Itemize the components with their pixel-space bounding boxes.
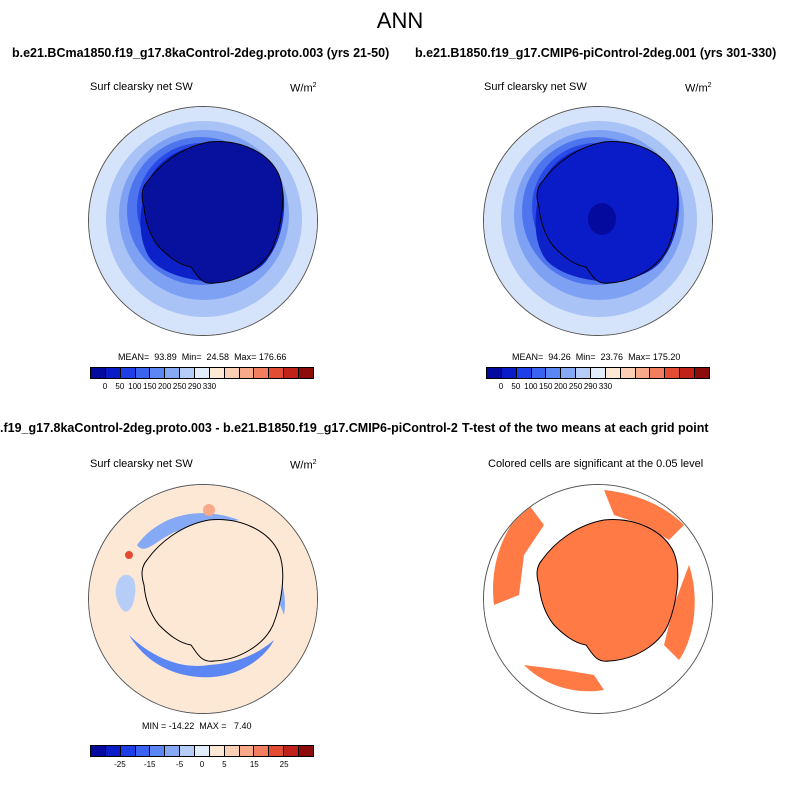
panel2-subtitle: Surf clearsky net SW bbox=[484, 81, 587, 93]
colorbar-tick-label: 200 bbox=[553, 382, 568, 391]
colorbar-cell bbox=[150, 746, 166, 756]
colorbar-tick-label: 0 bbox=[199, 760, 205, 769]
colorbar-cell bbox=[650, 368, 666, 378]
colorbar-cell bbox=[224, 746, 240, 756]
colorbar-cell bbox=[195, 368, 210, 378]
colorbar-cell bbox=[135, 746, 151, 756]
panel1-title: b.e21.BCma1850.f19_g17.8kaControl-2deg.p… bbox=[12, 46, 390, 60]
colorbar-cell bbox=[105, 368, 121, 378]
colorbar-cell bbox=[165, 368, 181, 378]
colorbar-cell bbox=[254, 368, 270, 378]
panel1-units: W/m2 bbox=[290, 82, 317, 95]
colorbar-tick-label: -15 bbox=[143, 760, 156, 769]
panel3-map bbox=[88, 484, 318, 714]
colorbar-tick-label: 50 bbox=[115, 382, 125, 391]
colorbar-cell bbox=[516, 368, 532, 378]
colorbar-tick-label: 150 bbox=[539, 382, 553, 391]
colorbar-tick-label: -5 bbox=[176, 760, 184, 769]
panel2-stats: MEAN= 94.26 Min= 23.76 Max= 175.20 bbox=[512, 352, 681, 362]
colorbar-cell bbox=[254, 746, 270, 756]
colorbar-cell bbox=[695, 368, 709, 378]
colorbar-tick-label: -25 bbox=[114, 760, 126, 769]
colorbar-tick-label: 330 bbox=[598, 382, 613, 391]
colorbar-cell bbox=[576, 368, 592, 378]
colorbar-tick-label: 290 bbox=[187, 382, 202, 391]
colorbar-cell bbox=[284, 368, 300, 378]
colorbar-cell bbox=[150, 368, 166, 378]
colorbar-cell bbox=[665, 368, 681, 378]
panel1-colorbar-ticks: 0 50 100 150 200 250 290 330 bbox=[90, 382, 314, 394]
colorbar-tick-label: 50 bbox=[511, 382, 521, 391]
colorbar-cell bbox=[120, 746, 136, 756]
colorbar-tick-label: 15 bbox=[249, 760, 259, 769]
colorbar-cell bbox=[165, 746, 181, 756]
colorbar-tick-label: 150 bbox=[143, 382, 157, 391]
colorbar-cell bbox=[487, 368, 502, 378]
colorbar-cell bbox=[299, 746, 313, 756]
colorbar-tick-label: 250 bbox=[172, 382, 187, 391]
colorbar-tick-label: 330 bbox=[202, 382, 217, 391]
colorbar-cell bbox=[269, 746, 285, 756]
panel4-title: T-test of the two means at each grid poi… bbox=[458, 421, 709, 435]
panel2-colorbar bbox=[486, 367, 710, 379]
panel1-colorbar bbox=[90, 367, 314, 379]
colorbar-tick-label: 0 bbox=[498, 382, 504, 391]
panel3-colorbar-ticks: -25 -15 -5 0 5 15 25 bbox=[90, 760, 314, 772]
colorbar-cell bbox=[209, 368, 225, 378]
colorbar-tick-label: 200 bbox=[157, 382, 172, 391]
colorbar-cell bbox=[195, 746, 210, 756]
panel2-units: W/m2 bbox=[685, 82, 712, 95]
panel3-title: .f19_g17.8kaControl-2deg.proto.003 - b.e… bbox=[0, 421, 505, 435]
colorbar-cell bbox=[591, 368, 606, 378]
colorbar-cell bbox=[105, 746, 121, 756]
panel2-map bbox=[483, 106, 713, 336]
panel3-colorbar bbox=[90, 745, 314, 757]
colorbar-cell bbox=[91, 368, 106, 378]
panel1-stats: MEAN= 93.89 Min= 24.58 Max= 176.66 bbox=[118, 352, 287, 362]
figure-title: ANN bbox=[376, 8, 424, 33]
colorbar-cell bbox=[269, 368, 285, 378]
colorbar-cell bbox=[605, 368, 621, 378]
colorbar-cell bbox=[299, 368, 313, 378]
colorbar-cell bbox=[209, 746, 225, 756]
panel2-colorbar-ticks: 0 50 100 150 200 250 290 330 bbox=[486, 382, 710, 394]
panel3-units: W/m2 bbox=[290, 459, 317, 472]
colorbar-cell bbox=[620, 368, 636, 378]
colorbar-cell bbox=[239, 746, 255, 756]
colorbar-cell bbox=[91, 746, 106, 756]
panel1-subtitle: Surf clearsky net SW bbox=[90, 81, 193, 93]
colorbar-cell bbox=[531, 368, 547, 378]
colorbar-tick-label: 290 bbox=[583, 382, 598, 391]
colorbar-tick-label: 250 bbox=[568, 382, 583, 391]
colorbar-cell bbox=[180, 746, 196, 756]
panel4-subtitle: Colored cells are significant at the 0.0… bbox=[488, 458, 704, 470]
colorbar-tick-label: 100 bbox=[524, 382, 538, 391]
colorbar-cell bbox=[239, 368, 255, 378]
colorbar-cell bbox=[546, 368, 562, 378]
colorbar-cell bbox=[561, 368, 577, 378]
panel3-subtitle: Surf clearsky net SW bbox=[90, 458, 193, 470]
colorbar-tick-label: 5 bbox=[222, 760, 227, 769]
colorbar-cell bbox=[180, 368, 196, 378]
colorbar-cell bbox=[284, 746, 300, 756]
colorbar-cell bbox=[635, 368, 651, 378]
colorbar-cell bbox=[120, 368, 136, 378]
colorbar-cell bbox=[224, 368, 240, 378]
colorbar-tick-label: 0 bbox=[102, 382, 108, 391]
colorbar-cell bbox=[680, 368, 696, 378]
panel1-map bbox=[88, 106, 318, 336]
panel2-title: b.e21.B1850.f19_g17.CMIP6-piControl-2deg… bbox=[415, 46, 777, 60]
colorbar-tick-label: 100 bbox=[128, 382, 142, 391]
panel4-map bbox=[483, 484, 713, 714]
colorbar-cell bbox=[501, 368, 517, 378]
colorbar-cell bbox=[135, 368, 151, 378]
panel3-stats: MIN = -14.22 MAX = 7.40 bbox=[142, 721, 252, 731]
colorbar-tick-label: 25 bbox=[279, 760, 289, 769]
